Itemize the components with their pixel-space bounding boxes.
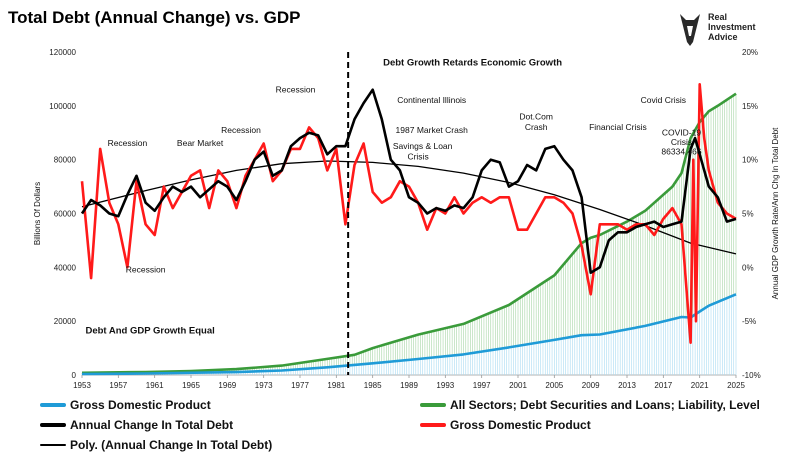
bull-head-icon bbox=[680, 14, 700, 46]
y-right-tick-label: -5% bbox=[742, 317, 756, 326]
axis-layer: 0 20000 40000 60000 80000 100000 120000 -10% -5%… bbox=[33, 48, 780, 390]
x-tick-label: 1989 bbox=[400, 381, 418, 390]
annotation-label: Savings & Loan bbox=[393, 141, 453, 151]
x-tick-label: 1961 bbox=[146, 381, 164, 390]
annotation-label: Crisis bbox=[407, 152, 428, 162]
annotation-label: Bear Market bbox=[177, 138, 224, 148]
annotation-label: Dot.Com bbox=[519, 111, 553, 121]
y-right-tick-label: 20% bbox=[742, 48, 758, 57]
annotation-label: Debt Growth Retards Economic Growth bbox=[383, 57, 562, 68]
annotation-label: Recession bbox=[276, 84, 316, 94]
legend-label: All Sectors; Debt Securities and Loans; … bbox=[450, 398, 760, 412]
x-tick-label: 1993 bbox=[436, 381, 454, 390]
y-left-tick-label: 80000 bbox=[54, 156, 77, 165]
x-tick-label: 1953 bbox=[73, 381, 91, 390]
x-tick-label: 2001 bbox=[509, 381, 527, 390]
chart-title: Total Debt (Annual Change) vs. GDP bbox=[8, 8, 301, 27]
annotation-label: 1987 Market Crash bbox=[396, 125, 469, 135]
y-left-tick-label: 40000 bbox=[54, 263, 77, 272]
x-tick-label: 2021 bbox=[691, 381, 709, 390]
y-right-tick-label: 5% bbox=[742, 210, 754, 219]
legend-item-gdp-growth: Gross Domestic Product bbox=[420, 418, 591, 432]
x-tick-label: 2005 bbox=[545, 381, 563, 390]
annotation-label: Crisis bbox=[671, 137, 692, 147]
legend-swatch bbox=[40, 423, 66, 427]
series-line-debt-change bbox=[80, 88, 737, 275]
x-tick-label: 2017 bbox=[654, 381, 672, 390]
y-left-tick-label: 100000 bbox=[49, 102, 76, 111]
x-tick-label: 2009 bbox=[582, 381, 600, 390]
series-line-debt-level bbox=[81, 92, 737, 375]
y-left-tick-label: 20000 bbox=[54, 317, 77, 326]
x-tick-label: 1973 bbox=[255, 381, 273, 390]
x-tick-label: 1997 bbox=[473, 381, 491, 390]
legend-item-debt-change: Annual Change In Total Debt bbox=[40, 418, 233, 432]
legend: Gross Domestic Product All Sectors; Debt… bbox=[40, 398, 800, 470]
annotation-label: Financial Crisis bbox=[589, 122, 647, 132]
y-left-tick-label: 120000 bbox=[49, 48, 76, 57]
annotation-label: Continental Illinois bbox=[397, 95, 466, 105]
y-left-axis-title: Billions Of Dollars bbox=[33, 182, 42, 245]
x-tick-label: 2025 bbox=[727, 381, 745, 390]
annotation-label: Crash bbox=[525, 122, 548, 132]
x-tick-label: 1957 bbox=[109, 381, 127, 390]
annotation-label: Recession bbox=[126, 265, 166, 275]
annotation-layer: Recession Recession Bear Market Recession Re… bbox=[85, 57, 701, 336]
annotation-label: Recession bbox=[221, 125, 261, 135]
legend-label: Gross Domestic Product bbox=[450, 418, 591, 432]
x-tick-label: 2013 bbox=[618, 381, 636, 390]
legend-item-poly-trend: Poly. (Annual Change In Total Debt) bbox=[40, 438, 272, 452]
x-tick-label: 1969 bbox=[218, 381, 236, 390]
y-left-tick-label: 0 bbox=[72, 371, 77, 380]
legend-swatch bbox=[40, 444, 66, 446]
y-right-tick-label: 10% bbox=[742, 156, 758, 165]
legend-item-debt-level: All Sectors; Debt Securities and Loans; … bbox=[420, 398, 760, 412]
y-right-axis-title: Annual GDP Growth Rate/Ann Chg In Total … bbox=[771, 127, 780, 300]
series-line-poly-trend bbox=[81, 160, 737, 255]
legend-label: Poly. (Annual Change In Total Debt) bbox=[70, 438, 273, 452]
legend-swatch bbox=[420, 423, 446, 427]
legend-label: Gross Domestic Product bbox=[70, 398, 211, 412]
annotation-label: 86334.466 bbox=[661, 146, 701, 156]
annotation-label: Debt And GDP Growth Equal bbox=[85, 325, 214, 336]
series-layer bbox=[80, 52, 737, 376]
x-tick-label: 1981 bbox=[327, 381, 345, 390]
x-tick-label: 1977 bbox=[291, 381, 309, 390]
legend-item-gdp-level: Gross Domestic Product bbox=[40, 398, 211, 412]
y-right-tick-label: -10% bbox=[742, 371, 761, 380]
logo-text-line: Real bbox=[708, 12, 728, 22]
annotation-label: Recession bbox=[108, 138, 148, 148]
annotation-label: Covid Crisis bbox=[641, 95, 686, 105]
logo-text-line: Advice bbox=[708, 32, 738, 42]
x-tick-label: 1965 bbox=[182, 381, 200, 390]
legend-label: Annual Change In Total Debt bbox=[70, 418, 234, 432]
annotation-label: COVID-19 bbox=[662, 127, 701, 137]
y-right-tick-label: 15% bbox=[742, 102, 758, 111]
x-tick-label: 1985 bbox=[364, 381, 382, 390]
y-left-tick-label: 60000 bbox=[54, 210, 77, 219]
logo: Real Investment Advice bbox=[676, 10, 786, 50]
y-right-tick-label: 0% bbox=[742, 263, 754, 272]
legend-swatch bbox=[40, 403, 66, 407]
logo-text-line: Investment bbox=[708, 22, 756, 32]
legend-swatch bbox=[420, 403, 446, 407]
series-line-gdp-growth bbox=[80, 83, 737, 345]
chart-plot: 0 20000 40000 60000 80000 100000 120000 -10% -5%… bbox=[33, 48, 780, 390]
